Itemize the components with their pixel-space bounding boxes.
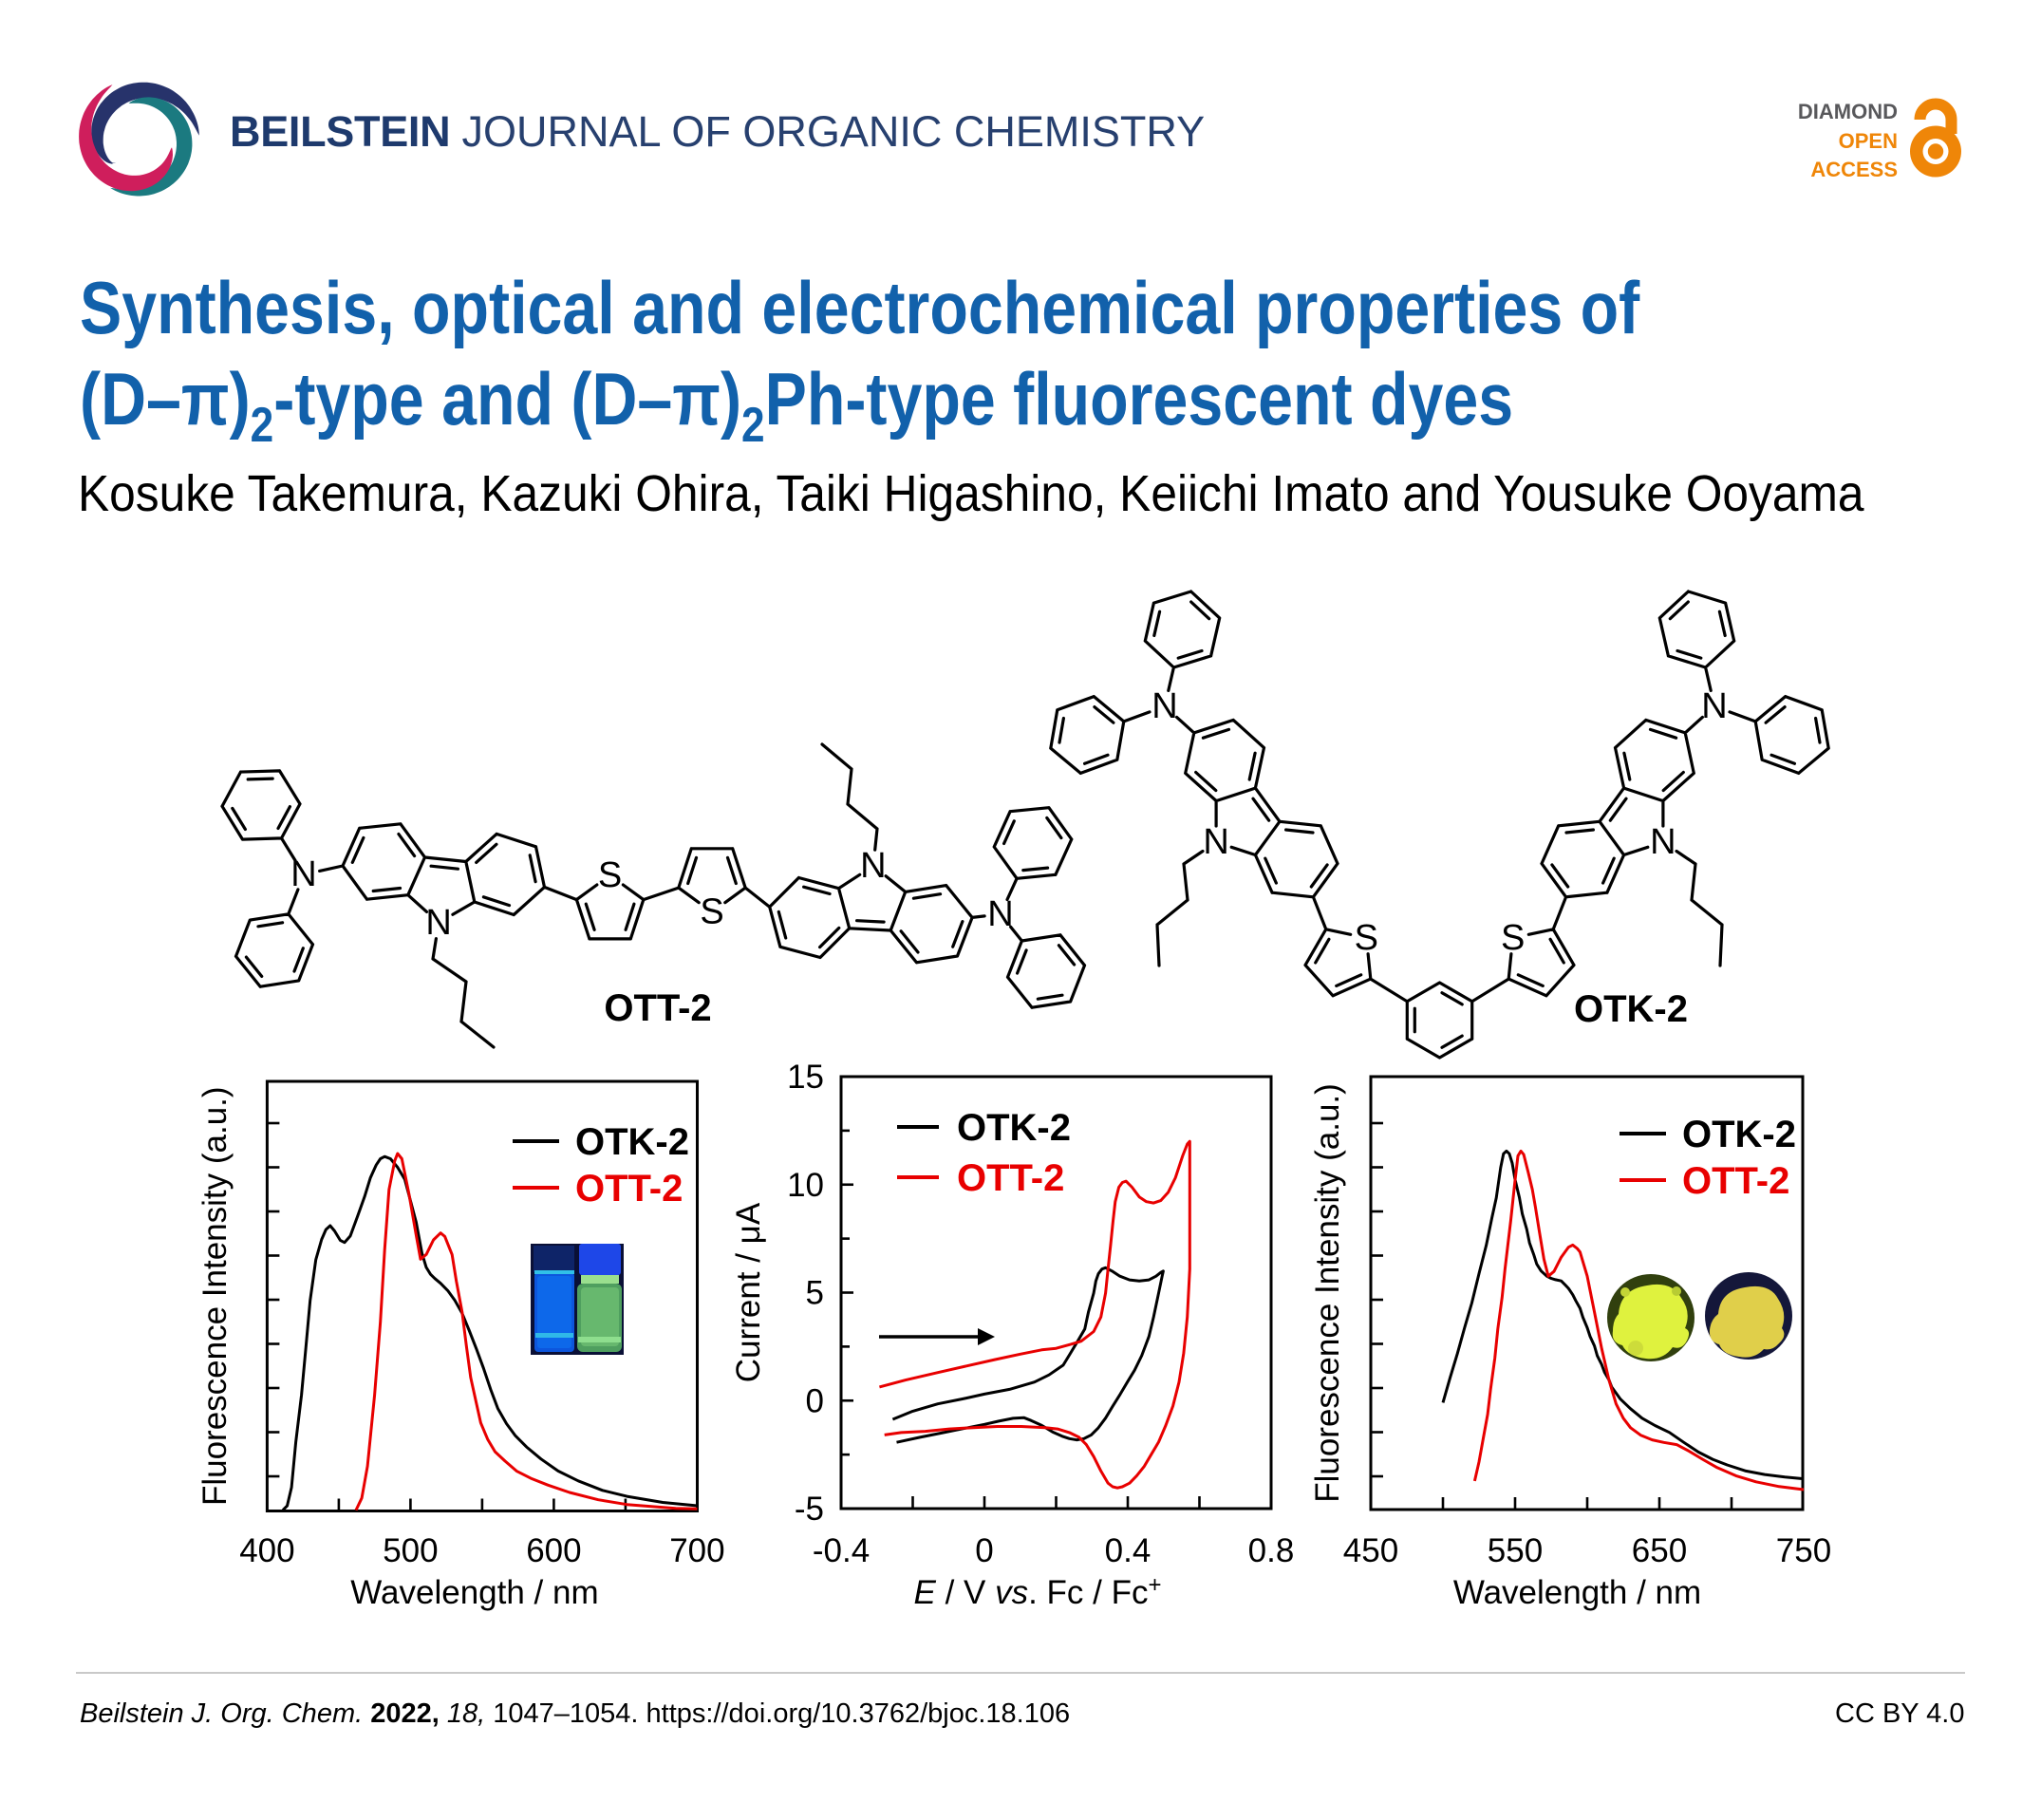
svg-text:OTT-2: OTT-2 [957, 1157, 1064, 1199]
svg-text:OTT-2: OTT-2 [575, 1168, 683, 1210]
svg-text:0: 0 [806, 1382, 824, 1419]
svg-text:Fluorescence Intensity (a.u.): Fluorescence Intensity (a.u.) [197, 1086, 234, 1506]
svg-text:OTT-2: OTT-2 [1682, 1160, 1789, 1202]
svg-text:600: 600 [526, 1532, 581, 1569]
svg-text:S: S [1355, 918, 1378, 958]
svg-text:Wavelength / nm: Wavelength / nm [1453, 1574, 1701, 1611]
svg-text:-0.4: -0.4 [813, 1532, 870, 1569]
svg-text:OTK-2: OTK-2 [575, 1121, 689, 1163]
svg-text:S: S [598, 855, 622, 895]
svg-text:0: 0 [975, 1532, 993, 1569]
svg-text:400: 400 [239, 1532, 294, 1569]
svg-text:N: N [1650, 822, 1676, 862]
svg-text:N: N [987, 894, 1013, 934]
svg-text:E / V vs. Fc / Fc+: E / V vs. Fc / Fc+ [914, 1572, 1162, 1611]
svg-text:-5: -5 [795, 1491, 824, 1528]
svg-text:0.4: 0.4 [1105, 1532, 1152, 1569]
svg-text:550: 550 [1488, 1532, 1543, 1569]
svg-text:650: 650 [1632, 1532, 1687, 1569]
svg-text:750: 750 [1776, 1532, 1831, 1569]
svg-text:N: N [425, 903, 451, 943]
svg-text:S: S [700, 892, 723, 932]
svg-text:Wavelength / nm: Wavelength / nm [350, 1574, 598, 1611]
svg-text:10: 10 [787, 1167, 824, 1204]
svg-text:Current / μA: Current / μA [730, 1202, 767, 1382]
svg-text:OTK-2: OTK-2 [1682, 1114, 1796, 1155]
svg-text:N: N [860, 846, 886, 886]
svg-text:N: N [290, 854, 316, 894]
svg-text:N: N [1203, 822, 1228, 862]
svg-text:S: S [1501, 918, 1525, 958]
svg-text:15: 15 [787, 1059, 824, 1096]
svg-text:500: 500 [383, 1532, 438, 1569]
svg-text:OTK-2: OTK-2 [1574, 988, 1688, 1030]
svg-text:N: N [1152, 686, 1177, 726]
svg-text:N: N [1701, 686, 1727, 726]
svg-text:OTK-2: OTK-2 [957, 1107, 1071, 1149]
svg-text:700: 700 [669, 1532, 724, 1569]
svg-text:5: 5 [806, 1275, 824, 1312]
svg-text:OTT-2: OTT-2 [604, 987, 711, 1029]
svg-text:0.8: 0.8 [1248, 1532, 1295, 1569]
svg-text:Fluorescence Intensity (a.u.): Fluorescence Intensity (a.u.) [1309, 1083, 1346, 1503]
svg-text:450: 450 [1343, 1532, 1398, 1569]
